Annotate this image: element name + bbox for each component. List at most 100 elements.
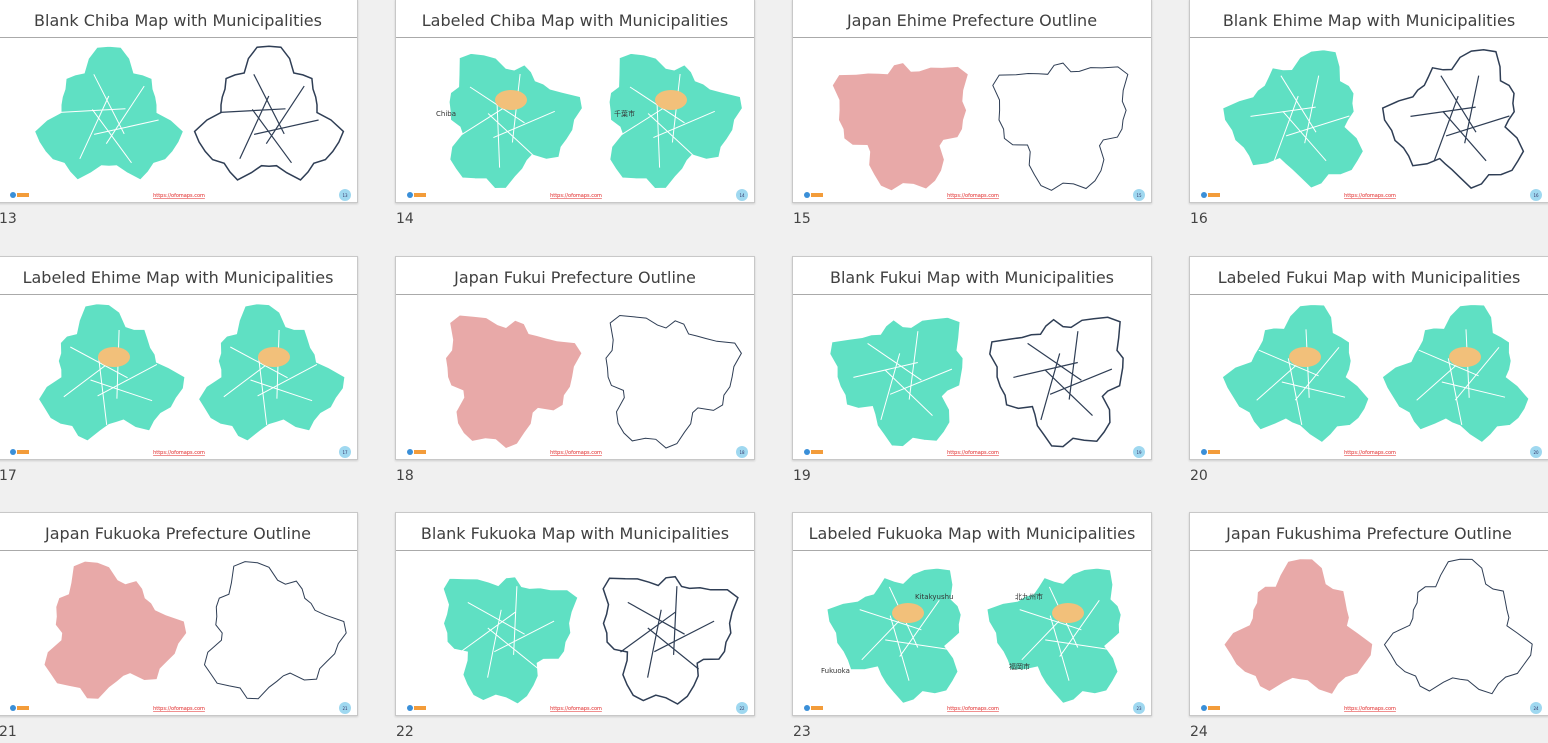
slide-canvas: https://ofomaps.com 21 [10,561,351,714]
map-label: 千葉市 [614,109,635,118]
map-filled [1224,559,1373,694]
logo [1208,706,1220,710]
slide-number: 24 [1190,724,1208,740]
slide-thumbnail[interactable]: https://ofomaps.com 15 Japan Ehime Prefect… [792,0,1152,203]
logo [804,705,810,711]
slide-url: https://ofomaps.com [1344,193,1396,199]
municipal-borders [59,74,159,164]
slide-thumbnail[interactable]: https://ofomaps.com 21 Japan Fukuoka Prefe… [0,512,358,716]
slide-url: https://ofomaps.com [1344,450,1396,456]
slide-thumbnail[interactable]: Kitakyushu 北九州市 Fukuoka 福岡市 https://ofomaps.… [792,512,1152,716]
slide-canvas: https://ofomaps.com 13 [10,45,351,201]
slide-title: Japan Ehime Prefecture Outline [793,0,1151,38]
map-filled [34,45,184,181]
logo [414,706,426,710]
slide-canvas: https://ofomaps.com 18 [407,314,748,458]
highlight-area [655,90,687,110]
slide-thumbnail[interactable]: https://ofomaps.com 24 Japan Fukushima Pre… [1189,512,1548,716]
slide-number: 19 [793,468,811,484]
slide-canvas: https://ofomaps.com 15 [804,62,1145,201]
map-outline [992,62,1129,191]
page-badge-number: 16 [1533,193,1539,198]
map-filled [829,316,964,448]
slide-title: Labeled Chiba Map with Municipalities [396,0,754,38]
slide-thumbnail[interactable]: https://ofomaps.com 13 Blank Chiba Map wit… [0,0,358,203]
map-filled [986,567,1122,704]
map-outline [1383,558,1533,695]
slide-thumbnail[interactable]: https://ofomaps.com 16 Blank Ehime Map wit… [1189,0,1548,203]
logo [1208,450,1220,454]
municipal-borders [63,329,158,425]
logo [811,706,823,710]
highlight-area [1449,347,1481,367]
logo [1201,192,1207,198]
slide-url: https://ofomaps.com [550,450,602,456]
map-label: Chiba [436,110,456,118]
slide-canvas: https://ofomaps.com 22 [407,575,748,714]
logo [811,450,823,454]
slide-title: Blank Ehime Map with Municipalities [1190,0,1548,38]
logo [414,450,426,454]
slide-url: https://ofomaps.com [153,706,205,712]
logo [1201,705,1207,711]
slide-url: https://ofomaps.com [947,706,999,712]
page-badge [339,189,351,201]
page-badge-number: 15 [1136,193,1142,198]
slide-title: Japan Fukushima Prefecture Outline [1190,513,1548,551]
page-badge [339,446,351,458]
map-filled [44,561,187,699]
page-badge [1530,702,1542,714]
page-badge [1530,189,1542,201]
map-label: 北九州市 [1015,592,1043,601]
page-badge-number: 23 [1136,706,1142,711]
slide-thumbnail[interactable]: https://ofomaps.com 18 Japan Fukui Prefect… [395,256,755,460]
map-outline [203,561,347,700]
municipal-borders [1416,329,1506,426]
slide-thumbnail[interactable]: https://ofomaps.com 17 Labeled Ehime Map w… [0,256,358,460]
map-filled [197,303,346,442]
logo [804,449,810,455]
slide-canvas: Kitakyushu 北九州市 Fukuoka 福岡市 https://ofomaps.… [804,567,1145,714]
page-badge-number: 20 [1533,450,1539,455]
slide-number: 16 [1190,211,1208,227]
map-filled [1221,303,1370,444]
slide-title: Labeled Ehime Map with Municipalities [0,257,357,295]
slide-canvas: https://ofomaps.com 24 [1201,558,1542,714]
slide-url: https://ofomaps.com [550,706,602,712]
logo [811,193,823,197]
slide-number: 22 [396,724,414,740]
slide-number: 17 [0,468,17,484]
slide-url: https://ofomaps.com [153,450,205,456]
logo [10,192,16,198]
highlight-area [258,347,290,367]
slide-thumbnail[interactable]: https://ofomaps.com 22 Blank Fukuoka Map w… [395,512,755,716]
logo [10,705,16,711]
page-badge [736,702,748,714]
logo [1208,193,1220,197]
page-badge-number: 18 [739,450,745,455]
municipal-borders [620,586,715,678]
slide-number: 15 [793,211,811,227]
slide-thumbnail[interactable]: https://ofomaps.com 20 Labeled Fukui Map w… [1189,256,1548,460]
slide-title: Japan Fukui Prefecture Outline [396,257,754,295]
map-outline [193,45,345,181]
page-badge-number: 21 [342,706,348,711]
slide-number: 21 [0,724,17,740]
page-badge-number: 24 [1533,706,1539,711]
map-label: Fukuoka [821,667,850,675]
municipal-borders [1410,75,1510,162]
slide-number: 23 [793,724,811,740]
page-badge-number: 14 [739,193,745,198]
map-filled [826,567,962,704]
slide-url: https://ofomaps.com [550,193,602,199]
municipal-borders [1256,329,1346,426]
highlight-area [1289,347,1321,367]
slide-thumbnail[interactable]: https://ofomaps.com 19 Blank Fukui Map wit… [792,256,1152,460]
map-outline [989,316,1124,448]
slide-title: Labeled Fukuoka Map with Municipalities [793,513,1151,551]
municipal-borders [223,329,318,425]
slide-thumbnail[interactable]: Chiba 千葉市 https://ofomaps.com 14 Labeled Chi… [395,0,755,203]
slide-canvas: https://ofomaps.com 16 [1201,49,1542,201]
highlight-area [495,90,527,110]
